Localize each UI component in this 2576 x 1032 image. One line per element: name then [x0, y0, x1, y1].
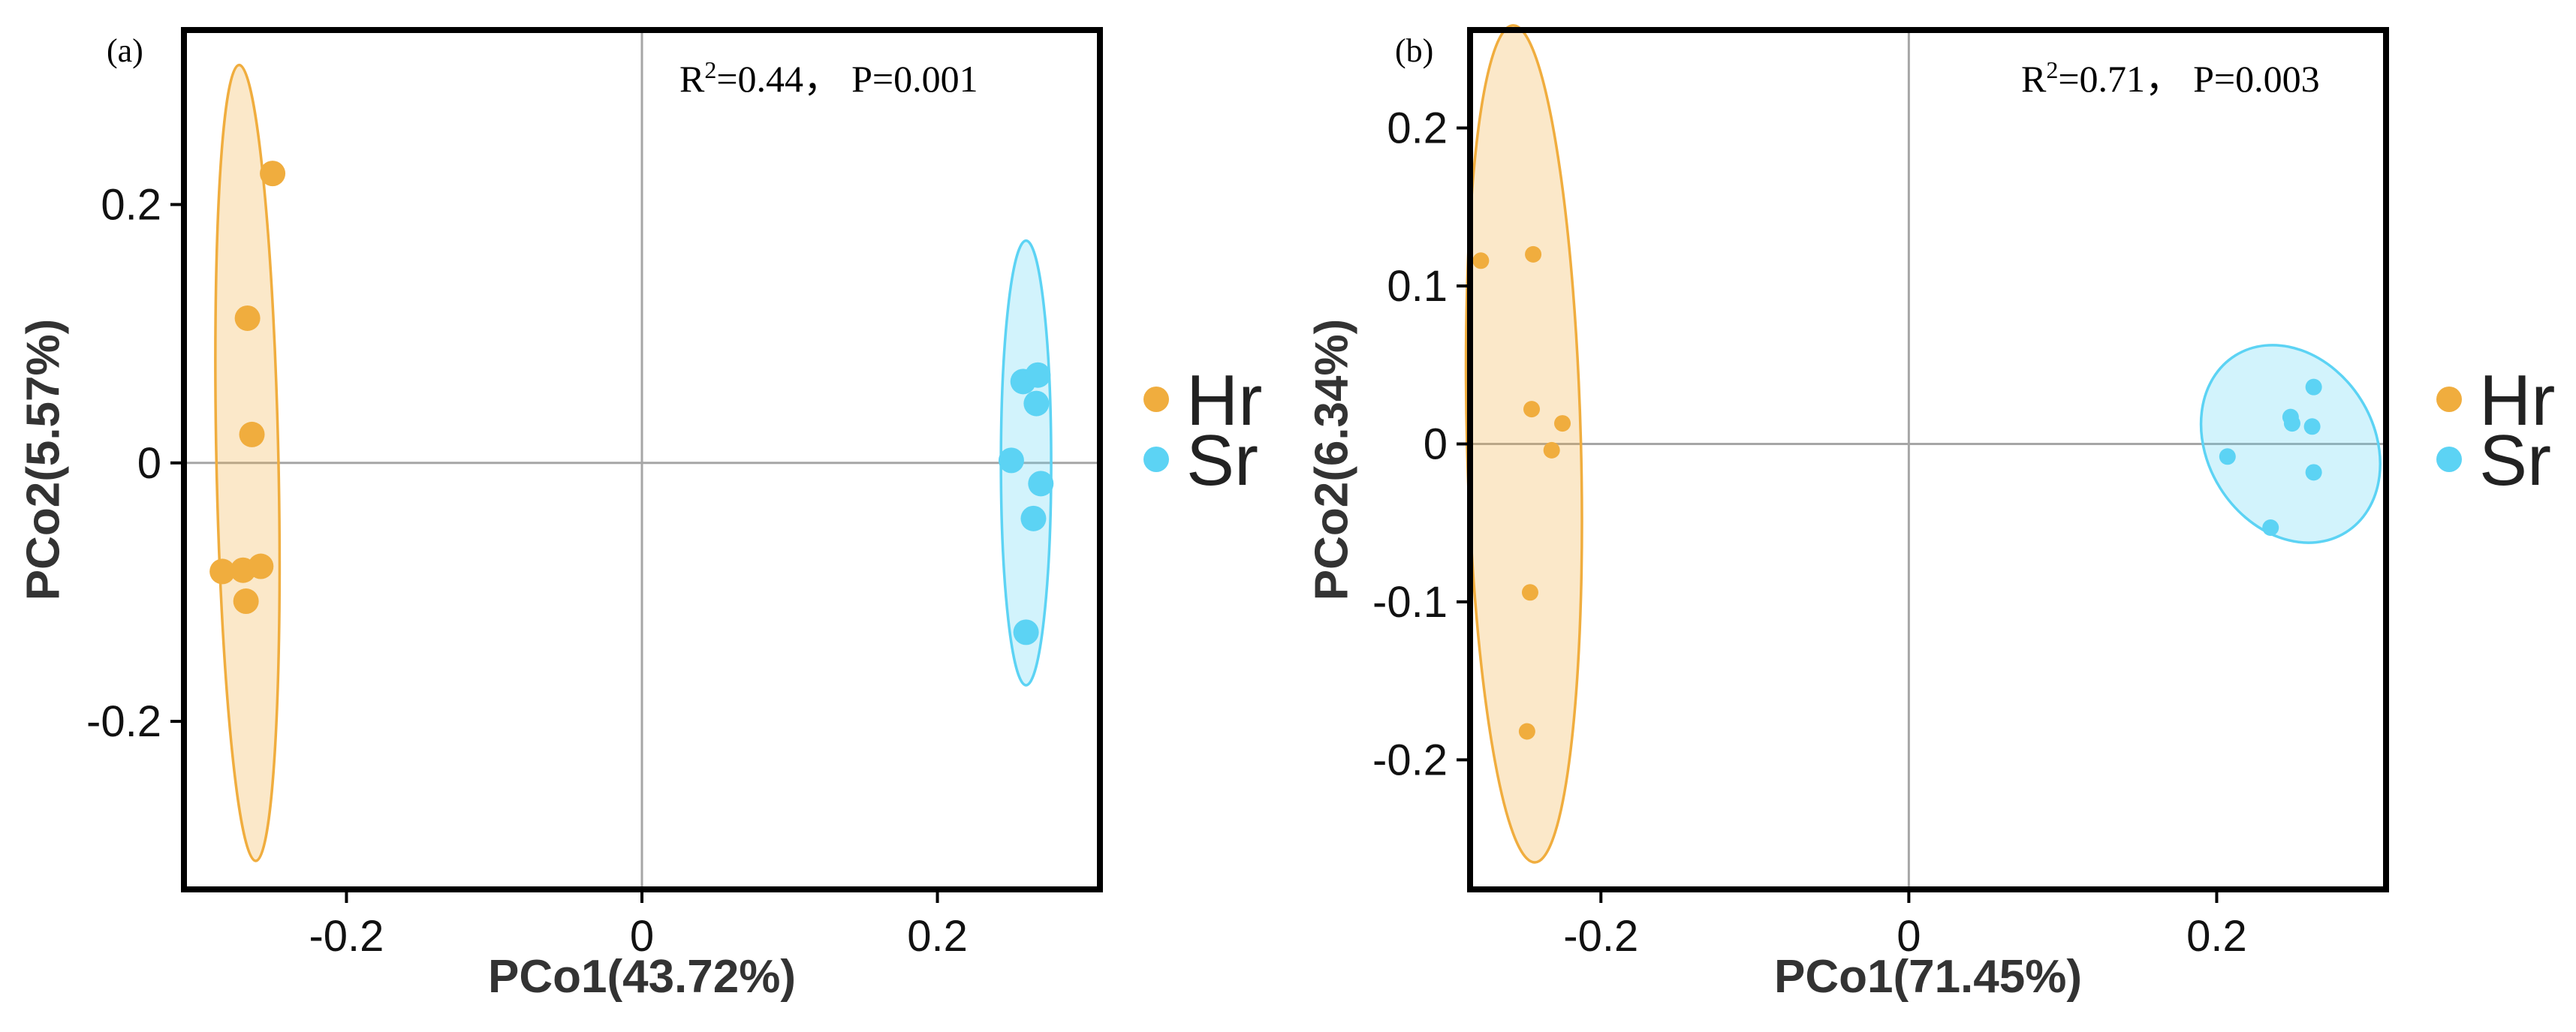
panel-label: (a) [107, 32, 143, 69]
stats-annotation: R2=0.44， P=0.001 [679, 56, 978, 100]
legend-label-hr: Hr [2479, 360, 2555, 441]
stats-r-prefix: R [2021, 58, 2047, 100]
x-tick-label: 0 [630, 912, 654, 961]
data-point-hr [1523, 401, 1541, 418]
data-point-hr [1521, 584, 1538, 601]
data-point-hr [248, 553, 274, 579]
data-point-sr [2305, 464, 2322, 481]
data-point-hr [233, 588, 259, 615]
data-point-sr [998, 447, 1024, 474]
legend-marker-hr [1143, 387, 1169, 412]
stats-r-value: =0.71， [2058, 58, 2183, 100]
data-point-sr [1020, 505, 1047, 531]
y-tick-label: 0 [137, 439, 161, 488]
data-point-sr [1025, 362, 1051, 388]
data-point-hr [1472, 252, 1490, 269]
data-point-hr [260, 161, 286, 187]
legend-label-sr: Sr [1186, 420, 1258, 501]
y-tick-label: 0.2 [1387, 104, 1448, 152]
legend-label-hr: Hr [1186, 360, 1262, 441]
x-tick-label: 0.2 [907, 912, 968, 961]
data-point-hr [1543, 441, 1560, 459]
data-point-hr [1554, 415, 1571, 432]
panel-label: (b) [1395, 32, 1433, 69]
y-tick-label: -0.1 [1372, 578, 1448, 627]
data-point-sr [2219, 448, 2236, 465]
data-point-hr [1525, 245, 1542, 263]
data-point-hr [209, 558, 236, 585]
data-point-hr [234, 305, 261, 331]
legend-marker-sr [2436, 447, 2462, 472]
y-tick-label: 0.1 [1387, 262, 1448, 311]
confidence-ellipse-sr [2199, 344, 2382, 544]
legend-marker-sr [1143, 447, 1169, 472]
x-tick-label: 0.2 [2186, 912, 2247, 961]
panel-a: -0.2 0 0.2 -0.2 0 0.2 PCo1(43.72%) PCo2(5.57%) (… [17, 27, 1262, 1003]
confidence-ellipse-hr [214, 63, 282, 862]
x-axis-title: PCo1(43.72%) [488, 951, 796, 1003]
stats-r-superscript: 2 [704, 56, 716, 83]
stats-p-value: P=0.003 [2193, 58, 2320, 100]
data-point-sr [2262, 519, 2279, 537]
data-point-sr [2303, 418, 2321, 435]
stats-r-prefix: R [679, 58, 705, 100]
stats-annotation: R2=0.71， P=0.003 [2021, 56, 2320, 100]
x-tick-label: 0 [1897, 912, 1921, 961]
x-tick-label: -0.2 [1563, 912, 1638, 961]
panel-b: -0.2 0 0.2 -0.2 -0.1 0 0.1 0.2 PCo1(71.45%) PCo2(… [1306, 24, 2555, 1003]
x-tick-label: -0.2 [309, 912, 384, 961]
y-tick-label: -0.2 [1372, 736, 1448, 784]
data-point-hr [239, 421, 265, 447]
data-point-sr [2283, 415, 2300, 432]
y-tick-label: 0.2 [101, 180, 161, 229]
stats-r-superscript: 2 [2046, 56, 2058, 83]
legend-marker-hr [2436, 387, 2462, 412]
y-axis-title: PCo2(5.57%) [17, 319, 69, 601]
data-point-sr [1028, 471, 1054, 497]
stats-p-value: P=0.001 [851, 58, 978, 100]
legend-label-sr: Sr [2479, 420, 2551, 501]
y-tick-label: 0 [1424, 420, 1448, 468]
x-axis-title: PCo1(71.45%) [1774, 951, 2082, 1003]
data-point-hr [1518, 723, 1535, 740]
y-tick-label: -0.2 [86, 697, 161, 746]
data-point-sr [1013, 619, 1039, 645]
stats-r-value: =0.44， [716, 58, 841, 100]
data-point-sr [2305, 378, 2322, 396]
y-axis-title: PCo2(6.34%) [1306, 319, 1357, 601]
data-point-sr [1023, 390, 1050, 417]
plot-frame [1467, 27, 2389, 892]
